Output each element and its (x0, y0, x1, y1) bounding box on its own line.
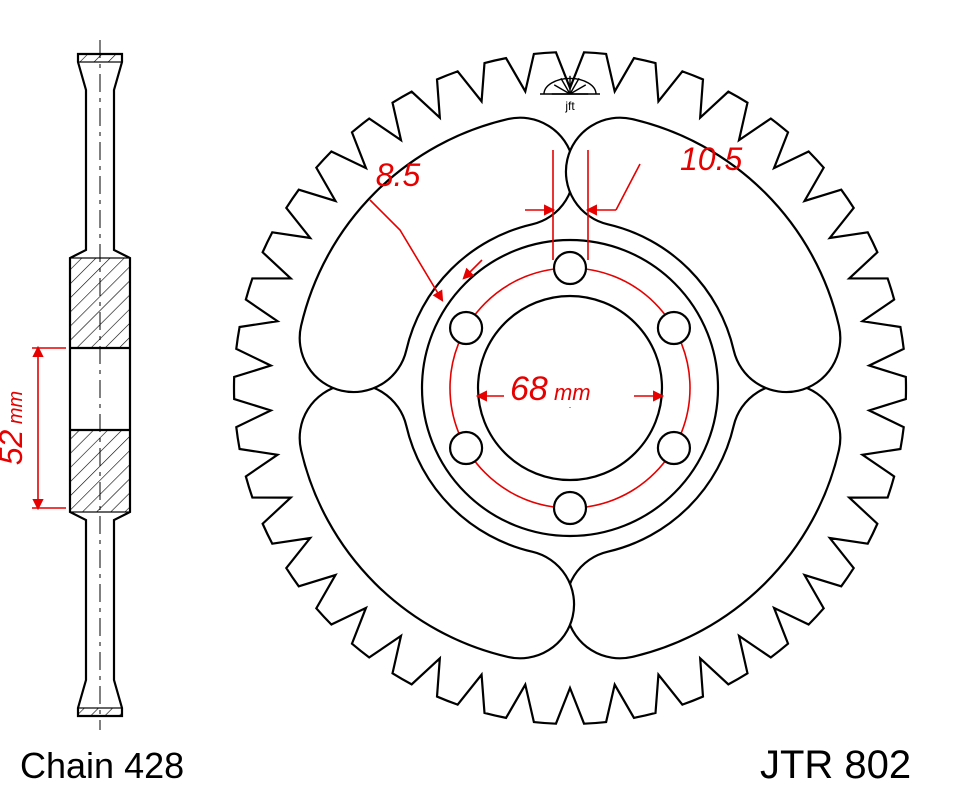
svg-text:jft: jft (564, 99, 575, 113)
part-number-label: JTR 802 (760, 743, 911, 787)
side-profile-view (70, 40, 130, 730)
svg-text:52 mm: 52 mm (0, 391, 29, 465)
dimension-52mm: 52 mm (0, 348, 66, 508)
svg-text:8.5: 8.5 (376, 157, 421, 193)
chain-label: Chain 428 (20, 745, 184, 786)
svg-text:10.5: 10.5 (680, 141, 742, 177)
technical-drawing: 52 mm 68 mm 8.5 10.5 jft Chain 428 JTR 8… (0, 0, 961, 800)
